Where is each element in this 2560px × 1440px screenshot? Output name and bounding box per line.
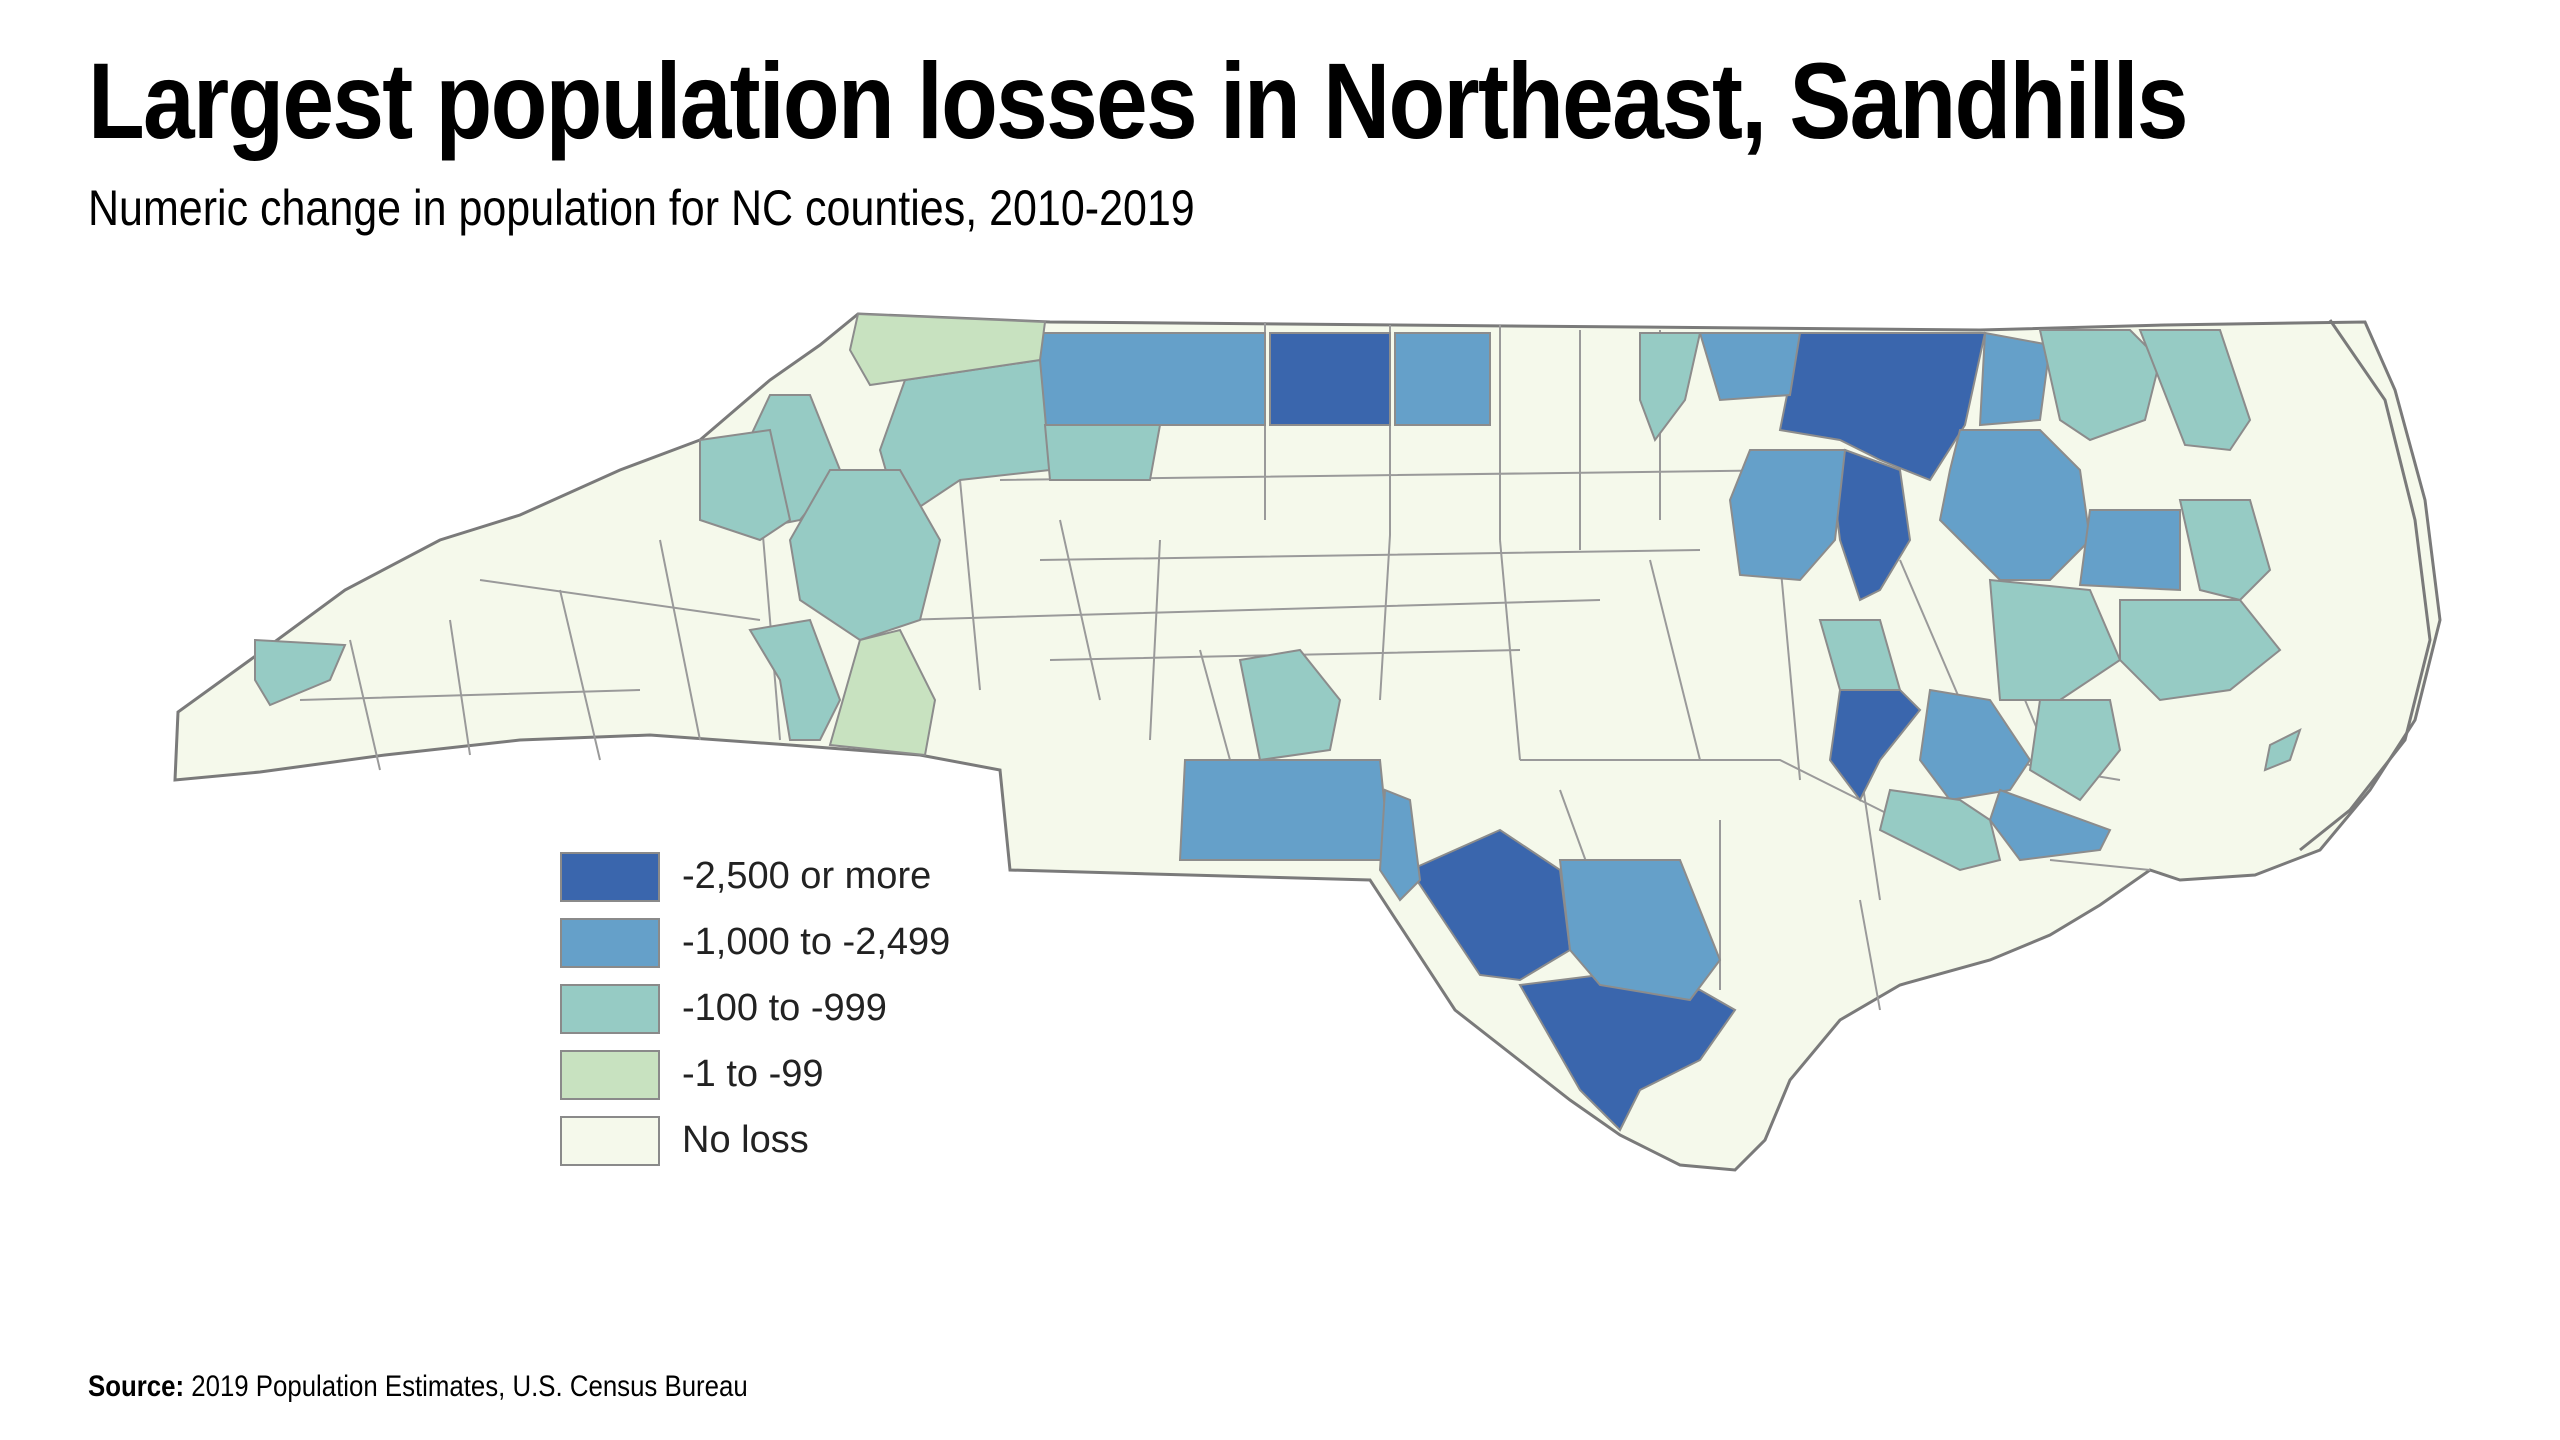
county-edgecombe — [1728, 449, 1847, 582]
legend-label: -1,000 to -2,499 — [682, 921, 951, 963]
county-carteret-strip — [2263, 728, 2302, 772]
legend-label: -1 to -99 — [682, 1053, 824, 1095]
county-dare — [2178, 499, 2272, 602]
outer-banks — [2299, 319, 2432, 852]
county-pitt-craven — [1918, 688, 2032, 802]
legend-swatch — [560, 1050, 660, 1100]
county-warren — [1698, 332, 1802, 402]
county-tyrrell — [2078, 509, 2181, 592]
source-note: Source: 2019 Population Estimates, U.S. … — [88, 1370, 748, 1404]
source-text: 2019 Population Estimates, U.S. Census B… — [191, 1370, 748, 1403]
county-jones — [1988, 788, 2112, 862]
legend-label: -2,500 or more — [682, 855, 932, 897]
county-lenoir — [1878, 788, 2002, 872]
legend-swatch — [560, 852, 660, 902]
county-caswell — [1269, 332, 1391, 426]
county-bertie-washington — [1938, 429, 2092, 581]
counties-1-to-99 — [828, 312, 1047, 757]
county-rutherford-cleveland — [748, 618, 842, 741]
county-polk — [828, 628, 937, 757]
county-gates-bertie — [1978, 331, 2052, 427]
county-clay — [254, 638, 347, 707]
county-pamlico — [2028, 699, 2122, 802]
county-caldwell — [788, 469, 942, 642]
legend-label: -100 to -999 — [682, 987, 887, 1029]
county-northampton-hertford — [1778, 332, 1987, 482]
counties-100-to-999 — [254, 329, 2302, 872]
source-label: Source: — [88, 1370, 185, 1403]
county-burke — [699, 428, 792, 542]
legend-label: No loss — [682, 1119, 809, 1161]
county-wayne — [1818, 619, 1902, 691]
legend-swatch — [560, 918, 660, 968]
legend-swatch — [560, 1116, 660, 1166]
county-chowan-perquimans — [2038, 329, 2162, 442]
county-beaufort — [1988, 578, 2122, 701]
county-alleghany-ashe — [848, 312, 1047, 387]
county-hoke — [1378, 788, 1422, 902]
county-surry — [1043, 424, 1162, 481]
county-person — [1394, 332, 1491, 426]
page-title: Largest population losses in Northeast, … — [88, 40, 2188, 161]
counties-1000-to-2499 — [1039, 331, 2181, 1002]
legend-swatch — [560, 984, 660, 1034]
counties-2500-or-more — [1269, 332, 1987, 1132]
county-camden-currituck — [2138, 329, 2252, 452]
county-scotland-richmond — [1178, 759, 1392, 861]
page-subtitle: Numeric change in population for NC coun… — [88, 180, 1195, 236]
county-bladen — [1558, 859, 1722, 1002]
county-anson — [1238, 648, 1342, 762]
county-rockingham-stokes — [1039, 332, 1266, 426]
county-vance — [1639, 332, 1702, 443]
